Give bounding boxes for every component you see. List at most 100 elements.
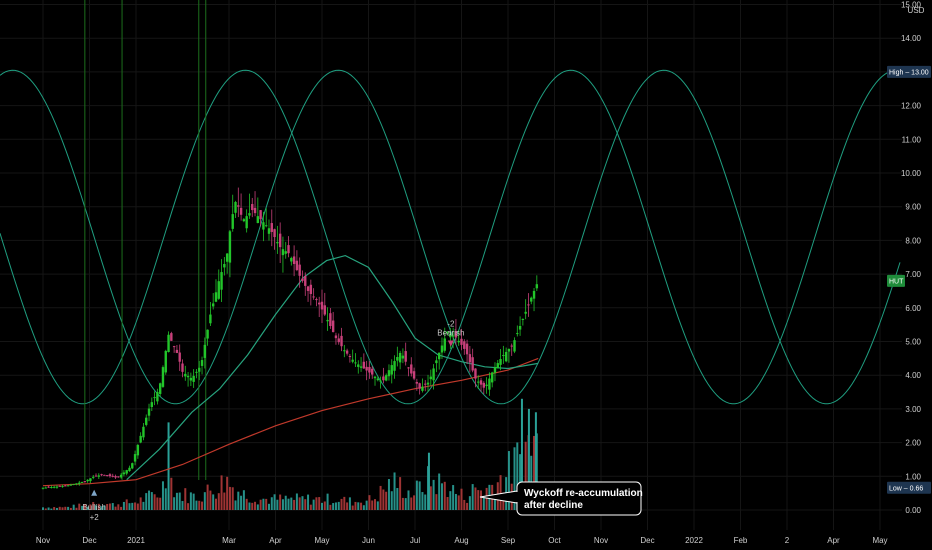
candle-body <box>83 481 87 483</box>
volume-bar <box>418 481 421 510</box>
candle-body <box>306 286 310 291</box>
candle-body <box>410 364 413 374</box>
y-tick-label: 4.00 <box>905 371 921 380</box>
candle-body <box>435 360 438 364</box>
volume-bar <box>53 507 56 510</box>
candle-body <box>426 382 430 385</box>
volume-bar <box>81 505 84 510</box>
candle-body <box>460 338 463 345</box>
volume-bar <box>159 497 162 510</box>
candle-body <box>186 375 190 378</box>
volume-bar <box>78 503 81 510</box>
candle-body <box>292 256 296 264</box>
last-price-badge-label: HUT <box>889 278 904 285</box>
candle-body <box>189 377 193 381</box>
bullish-count: +2 <box>90 513 100 522</box>
low-badge-bg <box>887 481 931 494</box>
volume-bar <box>148 490 151 510</box>
volume-bar <box>259 499 262 510</box>
candle-body <box>488 378 491 390</box>
volume-bar <box>401 497 404 510</box>
y-tick-label: 8.00 <box>905 236 921 245</box>
x-tick-label: Dec <box>640 536 654 545</box>
volume-bar <box>474 487 477 510</box>
price-candles <box>41 187 539 490</box>
candle-body <box>295 260 299 271</box>
volume-bar <box>446 497 449 510</box>
candle-body <box>94 475 98 477</box>
candle-body <box>259 210 262 220</box>
volume-bar <box>175 492 178 510</box>
volume-bar <box>139 497 142 510</box>
volume-bar <box>150 492 153 510</box>
y-tick-label: 10.00 <box>901 169 922 178</box>
y-tick-label: 12.00 <box>901 102 922 111</box>
candle-body <box>432 368 435 381</box>
volume-bar <box>493 497 496 510</box>
volume-bar <box>471 484 474 510</box>
y-axis[interactable]: USD 1.00 2.00 3.00 4.00 5.00 6.00 7.00 8.00 9.00… <box>901 1 925 516</box>
volume-bar <box>387 479 390 510</box>
volume-bar <box>466 502 469 510</box>
candle-body <box>318 302 321 305</box>
x-tick-label: Nov <box>36 536 50 545</box>
volume-bar <box>237 491 240 510</box>
candle-body <box>203 344 207 358</box>
candle-body <box>52 486 56 488</box>
candle-body <box>108 474 112 477</box>
volume-bar <box>533 435 536 510</box>
volume-bar <box>449 491 452 510</box>
volume-bar <box>136 503 139 510</box>
volume-bar <box>198 500 201 510</box>
wyckoff-callout[interactable]: Wyckoff re-accumulation after decline <box>479 481 643 516</box>
y-tick-label: 14.00 <box>901 34 922 43</box>
candle-body <box>92 476 95 478</box>
candle-body <box>518 325 522 330</box>
volume-bar <box>92 502 95 510</box>
volume-bar <box>108 503 111 510</box>
candle-body <box>359 366 363 368</box>
volume-bar <box>234 500 237 510</box>
candle-body <box>440 345 444 353</box>
x-tick-label: May <box>314 536 329 545</box>
volume-bar <box>55 507 58 510</box>
candle-body <box>281 249 285 256</box>
candle-body <box>100 474 103 476</box>
last-price-badge-bg <box>887 274 905 287</box>
candle-body <box>256 216 260 224</box>
candle-body <box>535 284 539 289</box>
candle-body <box>315 299 318 301</box>
volume-bar <box>242 490 245 510</box>
x-axis[interactable]: Nov Dec 2021 Mar Apr May Jun Jul Aug Sep Oct Nov Dec… <box>36 536 888 545</box>
candle-body <box>164 350 167 373</box>
candle-body <box>323 305 326 315</box>
candle-body <box>181 363 184 372</box>
volume-bar <box>343 496 346 510</box>
callout-line-2: after decline <box>524 500 583 511</box>
volume-bar <box>298 497 301 510</box>
candle-body <box>365 366 368 371</box>
volume-bar <box>293 499 296 510</box>
volume-bar <box>47 507 50 510</box>
volume-bar <box>376 501 379 510</box>
candle-body <box>131 463 134 469</box>
volume-bar <box>111 503 114 510</box>
candle-body <box>175 349 179 353</box>
candle-body <box>404 351 407 362</box>
volume-bar <box>421 492 424 510</box>
volume-bar <box>362 505 365 510</box>
candle-body <box>443 338 446 351</box>
volume-bar <box>251 502 254 510</box>
sma-long-line <box>42 357 539 487</box>
candle-body <box>527 304 530 306</box>
candle-body <box>393 361 396 371</box>
volume-bar <box>452 485 455 510</box>
candle-body <box>334 335 338 339</box>
candle-body <box>304 275 307 286</box>
candle-body <box>47 486 50 488</box>
candle-body <box>147 408 151 416</box>
volume-bar <box>502 492 505 510</box>
volume-bar <box>360 502 363 510</box>
volume-bar <box>290 497 293 510</box>
